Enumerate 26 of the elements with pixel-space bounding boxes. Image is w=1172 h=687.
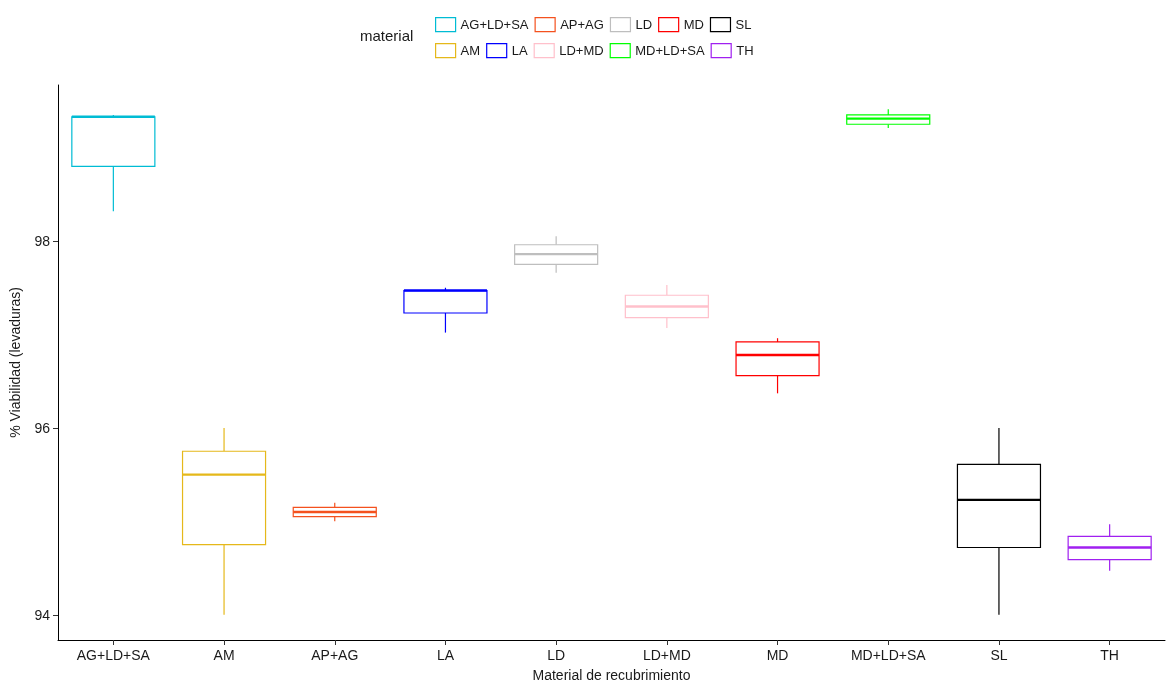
legend-label: LD+MD [559,43,604,59]
legend-label: AM [460,43,481,59]
x-tick-label: LD [547,647,566,663]
legend-label: SL [735,17,752,33]
x-tick-label: MD [766,647,789,663]
legend-label: LA [511,43,528,59]
x-tick-label: AP+AG [311,647,359,663]
y-tick-label: 94 [34,606,51,623]
legend-title: material [360,27,414,44]
legend-label: LD [635,17,653,33]
y-tick-label: 96 [34,419,51,436]
x-tick-label: AM [213,647,235,663]
x-tick-label: AG+LD+SA [76,647,151,663]
y-axis-title: % Viabilidad (levaduras) [7,287,23,438]
legend-label: MD+LD+SA [635,43,705,59]
x-tick-label: MD+LD+SA [850,647,927,663]
legend-label: MD [683,17,704,33]
x-axis-title: Material de recubrimiento [532,667,691,683]
x-tick-label: LD+MD [642,647,691,663]
legend-label: TH [736,43,754,59]
legend-label: AG+LD+SA [460,17,529,33]
y-tick-label: 98 [34,233,51,250]
x-tick-label: TH [1100,647,1119,663]
x-tick-label: LA [436,647,455,663]
x-tick-label: SL [990,647,1008,663]
legend-label: AP+AG [560,17,604,33]
